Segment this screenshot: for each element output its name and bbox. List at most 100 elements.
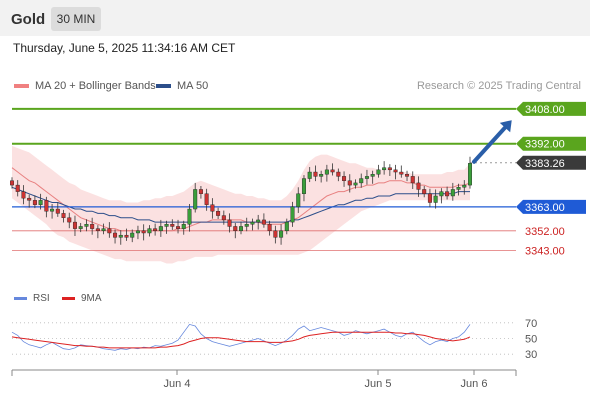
candle-body [382, 167, 387, 171]
page-title: Gold [11, 11, 46, 28]
candle-body [72, 221, 77, 229]
candle-body [84, 224, 89, 227]
candle-body [135, 230, 140, 234]
candle-body [147, 228, 152, 234]
level-label-support: 3363.00 [525, 202, 565, 214]
level-tag-resistance [516, 101, 586, 116]
rsi-ma-legend-label: 9MA [81, 293, 102, 304]
candle-body [181, 224, 186, 229]
candle-body [376, 169, 381, 175]
bb-legend-label: MA 20 + Bollinger Bands [35, 80, 156, 92]
legend-bb: MA 20 + Bollinger Bands [14, 80, 156, 92]
candle-body [353, 182, 358, 186]
candle-body [67, 217, 72, 223]
rsi-series-0 [11, 323, 471, 351]
candle-body [393, 169, 398, 173]
candle-body [176, 226, 181, 229]
candle-body [204, 193, 209, 205]
rsi-legend-swatch [14, 297, 27, 300]
level-tag-support [516, 199, 586, 214]
candle-body [164, 224, 169, 227]
candle-body [221, 215, 226, 221]
rsi-legend-label: RSI [33, 293, 50, 304]
x-tick-label: Jun 5 [365, 378, 392, 390]
candle-body [32, 200, 37, 205]
candle-body [370, 174, 375, 177]
bollinger-band [12, 145, 470, 264]
ma50-legend-swatch [156, 84, 171, 88]
candle-body [250, 221, 255, 225]
candle-body [198, 189, 203, 194]
candle-body [210, 204, 215, 212]
candle-body [359, 178, 364, 184]
ma20-line [11, 167, 471, 232]
level-label-minor_support: 3343.00 [525, 245, 565, 257]
candle-body [427, 193, 432, 203]
x-tick-label: Jun 4 [164, 378, 191, 390]
candle-body [55, 208, 60, 214]
candle-body [410, 176, 415, 184]
candle-body [193, 189, 198, 210]
candle-body [405, 174, 410, 177]
projection-arrow-head [499, 120, 512, 133]
candle-body [101, 228, 106, 232]
projection-arrow-shaft [472, 125, 507, 164]
candle-body [313, 171, 318, 177]
candle-body [130, 232, 135, 238]
candle-body [113, 232, 118, 238]
candle-body [433, 195, 438, 203]
rsi-tick-label: 70 [525, 318, 537, 330]
candle-body [387, 167, 392, 171]
candle-body [90, 224, 95, 229]
candle-body [364, 176, 369, 179]
candle-body [107, 228, 112, 234]
rsi-ma-legend-swatch [62, 297, 75, 300]
candle-body [233, 226, 238, 232]
candle-body [44, 200, 49, 212]
candle-body [78, 226, 83, 229]
candle-body [462, 184, 467, 188]
x-tick-label: Jun 6 [461, 378, 488, 390]
candle-body [422, 189, 427, 194]
candle-body [227, 219, 232, 227]
candle-body [95, 228, 100, 232]
candle-body [9, 180, 14, 186]
candle-body [21, 191, 26, 199]
datetime-label: Thursday, June 5, 2025 11:34:16 AM CET [13, 41, 236, 55]
candle-body [319, 174, 324, 177]
candle-body [238, 226, 243, 232]
candle-body [244, 224, 249, 227]
candle-body [170, 224, 175, 227]
candle-body [439, 191, 444, 197]
candle-body [153, 228, 158, 232]
candle-body [347, 180, 352, 186]
bb-legend-swatch [14, 84, 29, 88]
candle-body [296, 193, 301, 208]
candle-body [342, 176, 347, 181]
candle-body [301, 178, 306, 194]
candle-body [124, 234, 129, 238]
rsi-series-1 [11, 331, 471, 349]
candle-body [216, 211, 221, 216]
candle-body [158, 226, 163, 232]
candle-body [267, 224, 272, 232]
candle-body [399, 171, 404, 175]
candle-body [284, 221, 289, 232]
candle-body [468, 163, 473, 186]
candle-body [118, 234, 123, 238]
candle-body [187, 208, 192, 225]
level-label-minor_support: 3352.00 [525, 226, 565, 238]
candle-body [416, 182, 421, 190]
candle-body [279, 230, 284, 238]
candle-body [27, 197, 32, 201]
level-label-resistance: 3392.00 [525, 139, 565, 151]
candle-body [324, 169, 329, 175]
candle-body [445, 191, 450, 197]
credit-text: Research © 2025 Trading Central [416, 80, 581, 92]
candle-body [61, 213, 66, 218]
timeframe-button[interactable]: 30 MIN [51, 7, 101, 31]
level-tag-last [516, 155, 586, 170]
candle-body [307, 171, 312, 179]
candle-body [50, 208, 55, 212]
